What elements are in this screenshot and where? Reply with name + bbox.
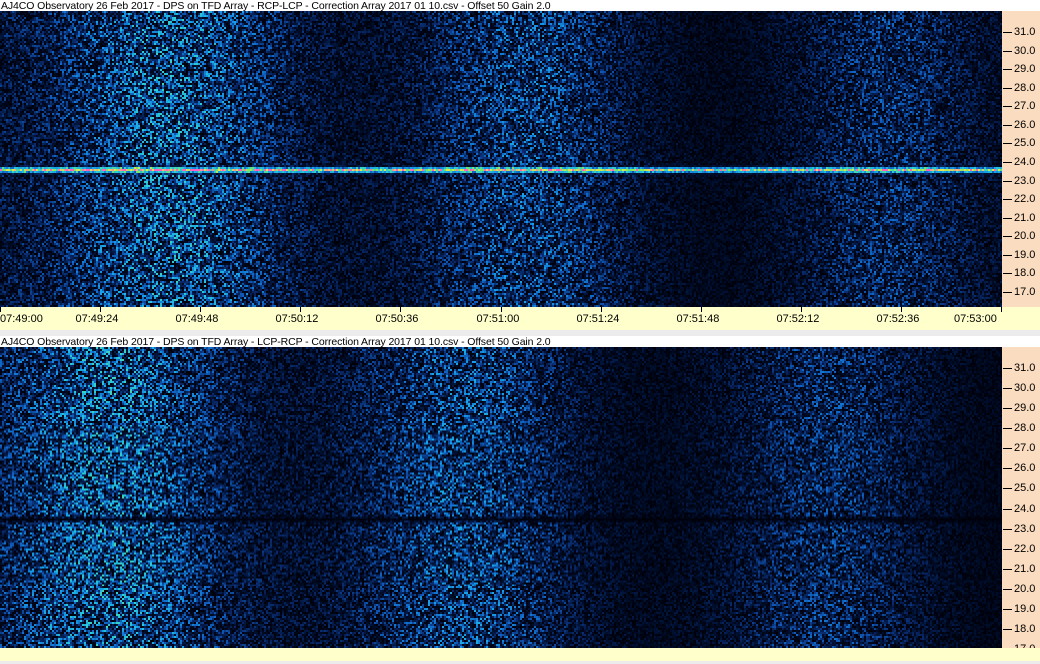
- time-tick-label: 07:51:24: [576, 313, 620, 325]
- time-tick-label: 07:49:00: [0, 313, 43, 325]
- tick-mark: [200, 307, 201, 312]
- time-tick-label: 07:49:48: [175, 313, 219, 325]
- time-tick-label: 07:49:24: [75, 313, 119, 325]
- tick-mark: [1003, 69, 1012, 71]
- time-tick-label: 07:51:48: [676, 313, 720, 325]
- frequency-tick-label: 28.0: [1014, 81, 1036, 94]
- tick-mark: [1003, 217, 1012, 219]
- tick-mark: [1001, 307, 1002, 312]
- tick-mark: [1003, 428, 1012, 430]
- tick-mark: [1003, 628, 1012, 630]
- tick-mark: [1003, 368, 1012, 369]
- tick-mark: [701, 307, 702, 312]
- spectrogram-image-rcp-lcp[interactable]: [0, 11, 1002, 307]
- frequency-tick-label: 28.0: [1014, 422, 1036, 435]
- frequency-tick-label: 20.0: [1014, 582, 1036, 595]
- tick-mark: [601, 307, 602, 312]
- tick-mark: [300, 307, 301, 312]
- time-tick-label: 07:51:00: [476, 313, 520, 325]
- frequency-tick-label: 30.0: [1014, 382, 1036, 395]
- frequency-tick-label: 29.0: [1014, 402, 1036, 415]
- time-tick-label: 07:50:12: [275, 313, 319, 325]
- tick-mark: [1003, 608, 1012, 610]
- tick-mark: [1003, 50, 1012, 52]
- tick-mark: [901, 307, 902, 312]
- panel-divider: [0, 330, 1040, 336]
- tick-mark: [1003, 568, 1012, 570]
- panel-title-rcp-lcp: AJ4CO Observatory 26 Feb 2017 - DPS on T…: [0, 0, 1040, 12]
- frequency-tick-label: 19.0: [1014, 248, 1036, 261]
- tick-mark: [1003, 508, 1012, 510]
- tick-mark: [1003, 388, 1012, 390]
- tick-mark: [100, 307, 101, 312]
- frequency-tick-label: 24.0: [1014, 502, 1036, 515]
- frequency-tick-label: 25.0: [1014, 137, 1036, 150]
- time-tick-label: 07:53:00: [954, 313, 997, 325]
- frequency-tick-label: 30.0: [1014, 44, 1036, 57]
- frequency-tick-label: 18.0: [1014, 622, 1036, 635]
- frequency-tick-label: 26.0: [1014, 118, 1036, 131]
- frequency-tick-label: 22.0: [1014, 193, 1036, 206]
- frequency-tick-label: 27.0: [1014, 442, 1036, 455]
- tick-mark: [0, 307, 1, 312]
- frequency-tick-label: 31.0: [1014, 26, 1036, 38]
- time-axis: 07:49:00 07:49:24 07:49:48 07:50:12 07:50:36…: [0, 307, 1040, 330]
- tick-mark: [1003, 32, 1012, 33]
- frequency-axis-rcp-lcp: 31.0 30.0 29.0 28.0 27.0 26.0 25.0 24.0 23.0 22.0…: [1002, 11, 1040, 307]
- panel-lcp-rcp: AJ4CO Observatory 26 Feb 2017 - DPS on T…: [0, 336, 1040, 664]
- tick-mark: [1003, 588, 1012, 590]
- frequency-tick-label: 31.0: [1014, 362, 1036, 374]
- tick-mark: [1003, 528, 1012, 530]
- frequency-tick-label: 23.0: [1014, 174, 1036, 187]
- tick-mark: [1003, 124, 1012, 126]
- window-bottom-edge: [0, 661, 1040, 664]
- time-tick-label: 07:52:12: [776, 313, 820, 325]
- time-tick-label: 07:50:36: [375, 313, 419, 325]
- tick-mark: [1003, 162, 1012, 163]
- tick-mark: [1003, 448, 1012, 450]
- frequency-tick-label: 24.0: [1014, 156, 1036, 168]
- frequency-tick-label: 18.0: [1014, 267, 1036, 280]
- frequency-tick-label: 19.0: [1014, 602, 1036, 615]
- frequency-tick-label: 21.0: [1014, 562, 1036, 575]
- tick-mark: [1003, 180, 1012, 182]
- frequency-axis-lcp-rcp: 31.0 30.0 29.0 28.0 27.0 26.0 25.0 24.0 23.0 22.0…: [1002, 347, 1040, 664]
- frequency-tick-label: 20.0: [1014, 230, 1036, 243]
- tick-mark: [400, 307, 401, 312]
- spectrogram-image-lcp-rcp[interactable]: [0, 347, 1002, 664]
- tick-mark: [1003, 548, 1012, 550]
- time-tick-label: 07:52:36: [876, 313, 920, 325]
- tick-mark: [1003, 273, 1012, 275]
- tick-mark: [1003, 236, 1012, 238]
- tick-mark: [1003, 87, 1012, 89]
- tick-mark: [501, 307, 502, 312]
- frequency-tick-label: 22.0: [1014, 542, 1036, 555]
- tick-mark: [1003, 106, 1012, 108]
- tick-mark: [801, 307, 802, 312]
- tick-mark: [1003, 143, 1012, 145]
- tick-mark: [1003, 408, 1012, 410]
- tick-mark: [1003, 292, 1012, 293]
- frequency-tick-label: 25.0: [1014, 482, 1036, 495]
- panel-title-lcp-rcp: AJ4CO Observatory 26 Feb 2017 - DPS on T…: [1, 336, 551, 348]
- tick-mark: [1003, 254, 1012, 256]
- frequency-tick-label: 26.0: [1014, 462, 1036, 475]
- tick-mark: [1003, 468, 1012, 470]
- panel-rcp-lcp: AJ4CO Observatory 26 Feb 2017 - DPS on T…: [0, 0, 1040, 330]
- frequency-tick-label: 27.0: [1014, 100, 1036, 113]
- frequency-tick-label: 23.0: [1014, 522, 1036, 535]
- tick-mark: [1003, 199, 1012, 201]
- tick-mark: [1003, 488, 1012, 490]
- footer-strip: [0, 648, 1040, 661]
- frequency-tick-label: 29.0: [1014, 63, 1036, 76]
- frequency-tick-label: 21.0: [1014, 211, 1036, 224]
- frequency-tick-label: 17.0: [1014, 286, 1036, 298]
